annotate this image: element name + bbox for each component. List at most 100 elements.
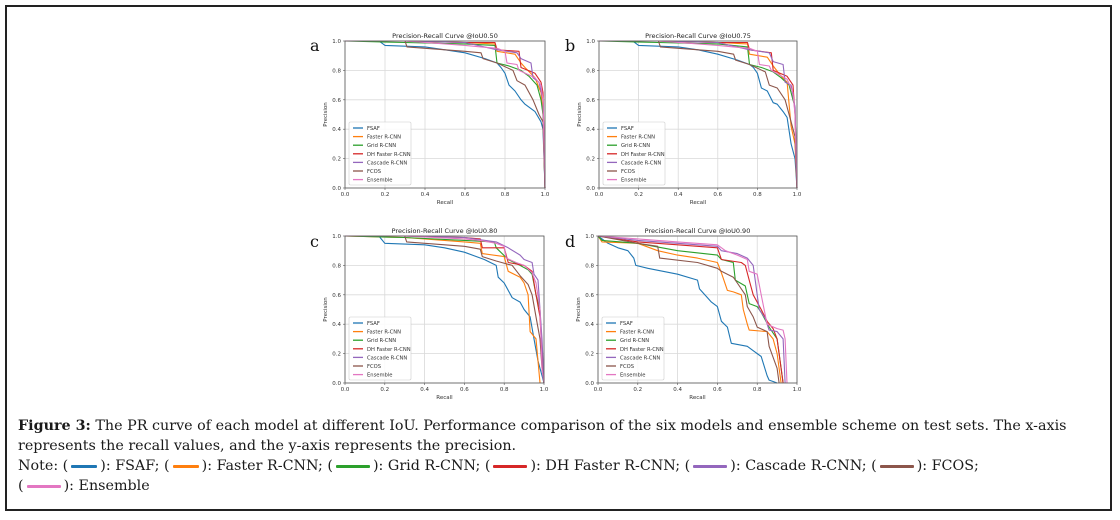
legend-swatch: [26, 484, 61, 488]
y-tick-label: 1.0: [332, 39, 341, 45]
y-tick-label: 0.0: [585, 381, 594, 387]
legend-label: Cascade R-CNN: [367, 355, 407, 361]
y-tick-label: 0.8: [332, 263, 341, 269]
chart-panel-1: 0.0 0.2 0.4 0.6 0.8 1.0 0.0 0.2 0.4 0.6 0.8 1.0 Prec…: [323, 32, 550, 206]
x-axis-label: Recall: [689, 395, 706, 401]
caption-note: Note: (): FSAF; (): Faster R-CNN; (): Gr…: [18, 456, 1108, 496]
legend-label: Cascade R-CNN: [621, 160, 661, 166]
series-line-fsaf: [345, 40, 546, 189]
x-tick-label: 1.0: [793, 387, 802, 393]
y-tick-label: 0.8: [332, 68, 341, 74]
y-tick-label: 0.2: [332, 157, 341, 163]
x-tick-label: 0.4: [674, 192, 683, 198]
y-axis-label: Precision: [577, 102, 583, 127]
x-tick-label: 0.8: [753, 192, 762, 198]
x-tick-label: 0.6: [713, 387, 722, 393]
y-tick-label: 0.6: [585, 293, 594, 299]
legend-label: Ensemble: [620, 373, 645, 379]
plot-area-border: [597, 235, 798, 384]
series-line-ensemble: [597, 235, 788, 384]
note-item-label: Faster R-CNN;: [216, 458, 323, 474]
series-line-faster-r-cnn: [344, 235, 541, 384]
x-tick-label: 0.8: [500, 387, 509, 393]
legend-label: Faster R-CNN: [367, 135, 401, 141]
x-tick-label: 0.2: [634, 192, 643, 198]
legend-label: Cascade R-CNN: [367, 160, 407, 166]
x-tick-label: 0.6: [461, 192, 470, 198]
y-tick-label: 0.6: [586, 98, 595, 104]
panel-label-d: d: [565, 232, 576, 251]
legend-label: Grid R-CNN: [367, 338, 396, 344]
legend-label: FSAF: [367, 321, 380, 327]
legend-box: [602, 121, 666, 186]
legend-label: FCOS: [620, 364, 634, 370]
legend-label: DH Faster R-CNN: [620, 347, 664, 353]
legend-label: FSAF: [620, 321, 633, 327]
legend-label: Ensemble: [367, 178, 392, 184]
figure-frame: [5, 5, 1112, 511]
note-item-label: Cascade R-CNN;: [745, 458, 867, 474]
plot-area-border: [598, 40, 798, 189]
note-item: (): FCOS;: [866, 458, 979, 474]
legend-label: Grid R-CNN: [367, 143, 396, 149]
series-line-cascade-r-cnn: [345, 235, 545, 384]
note-item: (): Faster R-CNN;: [159, 458, 323, 474]
note-label: Note:: [18, 458, 59, 474]
y-tick-label: 0.8: [585, 263, 594, 269]
y-tick-label: 0.6: [332, 293, 341, 299]
x-tick-label: 0.2: [381, 192, 390, 198]
chart-title: Precision-Recall Curve @IoU0.75: [645, 32, 751, 40]
y-tick-label: 1.0: [585, 234, 594, 240]
series-line-fsaf: [345, 235, 545, 384]
y-tick-label: 0.4: [332, 322, 341, 328]
note-item-label: DH Faster R-CNN;: [545, 458, 681, 474]
legend-label: Faster R-CNN: [367, 330, 401, 336]
panel-label-a: a: [310, 36, 320, 55]
legend-label: DH Faster R-CNN: [367, 347, 411, 353]
series-line-fcos: [599, 40, 798, 189]
x-tick-label: 0.2: [633, 387, 642, 393]
y-tick-label: 0.6: [332, 98, 341, 104]
legend-box: [601, 316, 665, 381]
legend-label: FSAF: [367, 126, 380, 132]
x-tick-label: 1.0: [541, 192, 550, 198]
legend-swatch: [693, 464, 728, 468]
caption-text: The PR curve of each model at different …: [18, 418, 1067, 454]
x-tick-label: 0.6: [713, 192, 722, 198]
caption-label: Figure 3:: [18, 418, 91, 434]
x-tick-label: 1.0: [793, 192, 802, 198]
note-item: (): Ensemble: [18, 478, 150, 494]
legend-box: [348, 316, 412, 381]
x-tick-label: 0.0: [595, 192, 604, 198]
x-tick-label: 0.4: [420, 387, 429, 393]
y-tick-label: 0.0: [586, 186, 595, 192]
x-axis-label: Recall: [436, 395, 453, 401]
note-item: (): Cascade R-CNN;: [680, 458, 867, 474]
x-axis-label: Recall: [690, 200, 707, 206]
series-line-cascade-r-cnn: [345, 40, 546, 189]
y-tick-label: 1.0: [586, 39, 595, 45]
note-item-label: Ensemble: [78, 478, 150, 494]
legend-label: FCOS: [621, 169, 635, 175]
y-tick-label: 0.2: [585, 352, 594, 358]
y-tick-label: 0.0: [332, 186, 341, 192]
panel-label-c: c: [310, 232, 319, 251]
chart-title: Precision-Recall Curve @IoU0.50: [392, 32, 498, 40]
series-line-fcos: [345, 235, 545, 384]
note-item-label: FSAF;: [115, 458, 160, 474]
legend-label: Ensemble: [367, 373, 392, 379]
x-tick-label: 0.0: [594, 387, 603, 393]
legend-swatch: [71, 464, 98, 468]
x-tick-label: 0.4: [421, 192, 430, 198]
y-tick-label: 0.4: [585, 322, 594, 328]
chart-title: Precision-Recall Curve @IoU0.90: [645, 227, 751, 235]
note-item: (): DH Faster R-CNN;: [480, 458, 681, 474]
x-tick-label: 0.8: [501, 192, 510, 198]
x-tick-label: 0.0: [341, 192, 350, 198]
y-tick-label: 0.0: [332, 381, 341, 387]
caption-main: Figure 3: The PR curve of each model at …: [18, 416, 1108, 456]
x-tick-label: 1.0: [540, 387, 549, 393]
x-tick-label: 0.6: [460, 387, 469, 393]
y-tick-label: 0.2: [332, 352, 341, 358]
note-item-label: Grid R-CNN;: [387, 458, 481, 474]
